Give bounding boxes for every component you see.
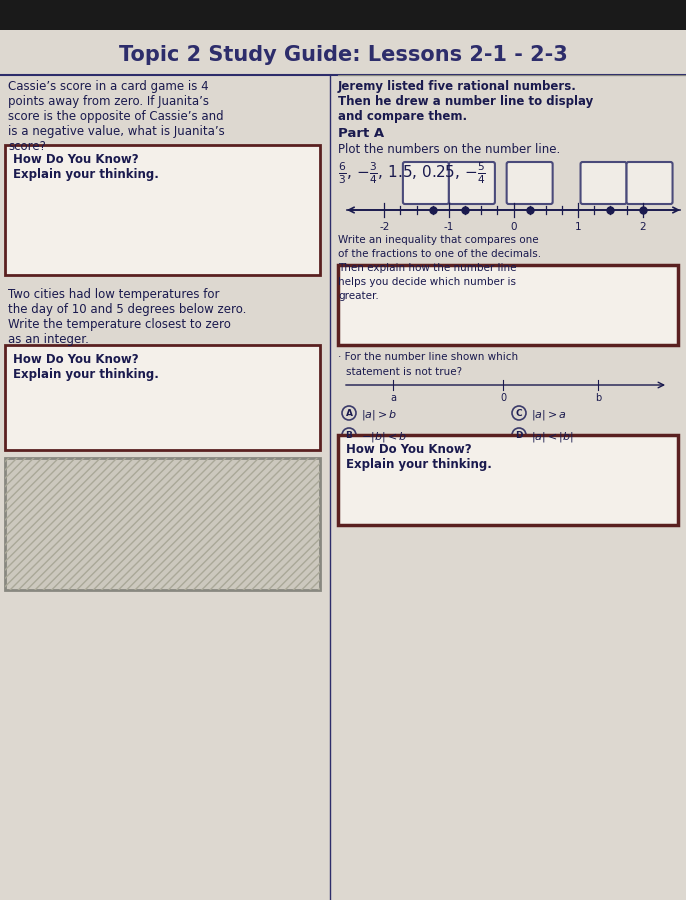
- Text: -1: -1: [444, 222, 454, 232]
- FancyBboxPatch shape: [403, 162, 449, 204]
- Text: score is the opposite of Cassie’s and: score is the opposite of Cassie’s and: [8, 110, 224, 123]
- Text: as an integer.: as an integer.: [8, 333, 89, 346]
- Text: Part A: Part A: [338, 127, 384, 140]
- Text: $\frac{6}{3}$, $-\frac{3}{4}$, 1.5, 0.25, $-\frac{5}{4}$: $\frac{6}{3}$, $-\frac{3}{4}$, 1.5, 0.25…: [338, 160, 486, 185]
- Bar: [5, 458, 320, 590]
- Text: $-|b|<b$: $-|b|<b$: [361, 430, 407, 444]
- Text: C: C: [516, 409, 522, 418]
- Text: Explain your thinking.: Explain your thinking.: [13, 368, 159, 381]
- Text: · For the number line shown which: · For the number line shown which: [338, 352, 518, 362]
- Text: statement is not true?: statement is not true?: [346, 367, 462, 377]
- Text: $|a|<|b|$: $|a|<|b|$: [531, 430, 574, 444]
- Text: of the fractions to one of the decimals.: of the fractions to one of the decimals.: [338, 249, 541, 259]
- Text: How Do You Know?: How Do You Know?: [13, 353, 139, 366]
- Text: 0: 0: [510, 222, 517, 232]
- Text: score?: score?: [8, 140, 46, 153]
- Text: A: A: [346, 409, 353, 418]
- Bar: [5, 458, 320, 590]
- Bar: [338, 435, 678, 525]
- Text: 0: 0: [500, 393, 506, 403]
- Text: Explain your thinking.: Explain your thinking.: [346, 458, 492, 471]
- Bar: [0, 0, 686, 30]
- Text: the day of 10 and 5 degrees below zero.: the day of 10 and 5 degrees below zero.: [8, 303, 246, 316]
- Bar: [338, 265, 678, 345]
- Text: B: B: [346, 430, 353, 439]
- Text: helps you decide which number is: helps you decide which number is: [338, 277, 516, 287]
- Bar: [5, 345, 320, 450]
- FancyBboxPatch shape: [580, 162, 626, 204]
- Text: 1: 1: [575, 222, 582, 232]
- Text: $|a|>a$: $|a|>a$: [531, 408, 567, 422]
- Text: Write the temperature closest to zero: Write the temperature closest to zero: [8, 318, 231, 331]
- Text: Write an inequality that compares one: Write an inequality that compares one: [338, 235, 539, 245]
- Text: -2: -2: [379, 222, 390, 232]
- Text: Plot the numbers on the number line.: Plot the numbers on the number line.: [338, 143, 560, 156]
- Text: and compare them.: and compare them.: [338, 110, 467, 123]
- Text: points away from zero. If Juanita’s: points away from zero. If Juanita’s: [8, 95, 209, 108]
- Text: How Do You Know?: How Do You Know?: [13, 153, 139, 166]
- Text: Cassie’s score in a card game is 4: Cassie’s score in a card game is 4: [8, 80, 209, 93]
- Bar: [5, 145, 320, 275]
- Text: D: D: [515, 430, 523, 439]
- FancyBboxPatch shape: [449, 162, 495, 204]
- Text: is a negative value, what is Juanita’s: is a negative value, what is Juanita’s: [8, 125, 225, 138]
- Text: $|a|>b$: $|a|>b$: [361, 408, 397, 422]
- Text: Jeremy listed five rational numbers.: Jeremy listed five rational numbers.: [338, 80, 577, 93]
- Text: How Do You Know?: How Do You Know?: [346, 443, 472, 456]
- Text: a: a: [390, 393, 396, 403]
- FancyBboxPatch shape: [626, 162, 672, 204]
- Text: greater.: greater.: [338, 291, 379, 301]
- FancyBboxPatch shape: [507, 162, 553, 204]
- Text: Explain your thinking.: Explain your thinking.: [13, 168, 159, 181]
- Text: b: b: [595, 393, 601, 403]
- Text: Then he drew a number line to display: Then he drew a number line to display: [338, 95, 593, 108]
- Text: 2: 2: [639, 222, 646, 232]
- Text: Then explain how the number line: Then explain how the number line: [338, 263, 517, 273]
- Text: Topic 2 Study Guide: Lessons 2-1 - 2-3: Topic 2 Study Guide: Lessons 2-1 - 2-3: [119, 45, 567, 65]
- Text: Two cities had low temperatures for: Two cities had low temperatures for: [8, 288, 220, 301]
